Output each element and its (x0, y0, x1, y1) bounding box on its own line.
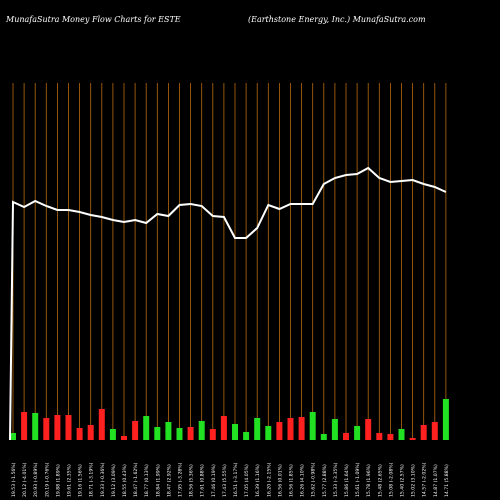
x-tick-label: 19.33 (-0.36%) (100, 462, 106, 497)
bar (187, 427, 194, 440)
bar (287, 418, 294, 440)
x-tick-label: 15.62 (-0.98%) (311, 462, 317, 497)
chart-subtitle: (Earthstone Energy, Inc.) MunafaSutra.co… (248, 15, 426, 24)
x-tick-label: 15.48 (2.65%) (377, 464, 383, 497)
bar (298, 417, 305, 440)
bar (431, 422, 438, 440)
bar (387, 434, 394, 440)
x-tick-label: 17.05 (4.05%) (244, 464, 250, 497)
bar (98, 409, 105, 440)
bar (442, 399, 449, 440)
x-tick-label: 17.95 (-3.28%) (178, 462, 184, 497)
bar (32, 413, 39, 440)
bar (43, 418, 50, 440)
bar (320, 434, 327, 440)
x-tick-label: 16.51 (-3.17%) (233, 462, 239, 497)
bar (354, 426, 361, 440)
x-tick-label: 16.26 (4.10%) (300, 464, 306, 497)
x-tick-label: 18.71 (-3.19%) (89, 462, 95, 497)
x-tick-label: 14.57 (-2.02%) (422, 462, 428, 497)
x-tick-label: 16.56 (0.01%) (277, 464, 283, 497)
x-tick-label: 20.19 (-0.76%) (44, 462, 50, 497)
x-tick-label: 19.12 (3.09%) (111, 464, 117, 497)
bar (409, 438, 416, 440)
x-tick-label: 18.47 (2.92%) (166, 464, 172, 497)
x-tick-label: 18.55 (0.43%) (122, 464, 128, 497)
x-tick-label: 18.56 (5.36%) (189, 464, 195, 497)
bar (21, 412, 28, 440)
bar (376, 433, 383, 440)
bar (132, 421, 139, 440)
bar (420, 425, 427, 440)
x-tick-label: 20.12 (-4.01%) (22, 462, 28, 497)
chart-title: MunafaSutra Money Flow Charts for ESTE (6, 15, 181, 24)
bar (165, 422, 172, 440)
x-tick-label: 14.71 (5.88%) (444, 464, 450, 497)
x-tick-label: 19.16 (1.56%) (78, 464, 84, 497)
x-tick-label: 19.61 (2.35%) (67, 464, 73, 497)
bar (331, 419, 338, 440)
x-tick-label: 16.56 (1.85%) (289, 464, 295, 497)
x-tick-label: 15.08 (-2.08%) (388, 462, 394, 497)
x-tick-label: 16.20 (-2.15%) (266, 462, 272, 497)
x-tick-label: 18.84 (1.99%) (155, 464, 161, 497)
bar (154, 427, 161, 440)
bar (143, 416, 150, 440)
x-tick-label: 19.53 (-1.56%) (11, 462, 17, 497)
x-tick-label: 15.77 (2.88%) (322, 464, 328, 497)
x-tick-label: 14.87 (1.07%) (433, 464, 439, 497)
bar (254, 418, 261, 440)
x-tick-label: 17.46 (0.19%) (211, 464, 217, 497)
x-tick-label: 17.61 (0.88%) (200, 464, 206, 497)
bar (176, 428, 183, 440)
bar (121, 436, 127, 440)
x-tick-label: 20.93 (-0.89%) (33, 462, 39, 497)
bar (209, 429, 216, 440)
x-tick-label: 15.40 (2.57%) (400, 464, 406, 497)
bar (232, 424, 238, 440)
series-line (9, 166, 447, 441)
x-tick-label: 15.78 (1.96%) (366, 464, 372, 497)
bar (398, 429, 405, 440)
bar (276, 422, 283, 440)
bar (243, 432, 250, 440)
x-tick-label: 18.77 (0.13%) (144, 464, 150, 497)
bar (54, 415, 61, 440)
x-tick-label: 16.39 (1.16%) (255, 464, 261, 497)
bar (10, 433, 16, 440)
bar (65, 415, 72, 440)
x-tick-label: 18.47 (-1.62%) (133, 462, 139, 497)
bar (220, 416, 227, 440)
bar (198, 421, 205, 440)
x-tick-label: 19.88 (1.89%) (55, 464, 61, 497)
bar (265, 426, 272, 440)
x-tick-label: 17.43 (5.55%) (222, 464, 228, 497)
x-tick-label: 15.61 (-1.09%) (355, 462, 361, 497)
bar (76, 428, 83, 440)
bar (365, 419, 372, 440)
bar (309, 412, 316, 440)
x-tick-label: 15.86 (1.64%) (344, 464, 350, 497)
bar (343, 433, 349, 440)
x-tick-label: 15.02 (3.10%) (411, 464, 417, 497)
x-tick-label: 15.33 (-3.35%) (333, 462, 339, 497)
bar (109, 429, 116, 440)
bar (87, 425, 94, 440)
